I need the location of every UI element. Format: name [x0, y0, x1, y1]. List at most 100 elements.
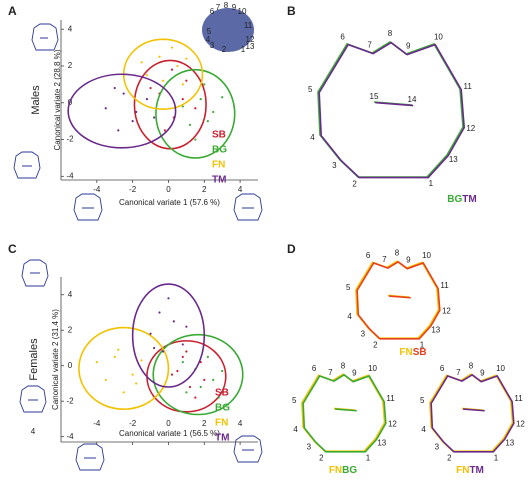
- deformation-icons: [13, 23, 263, 471]
- inset-landmark: 4: [206, 35, 211, 44]
- point: [212, 110, 215, 114]
- point: [104, 378, 107, 382]
- point: [131, 373, 134, 376]
- point: [221, 369, 224, 373]
- x-tick-label: 0: [166, 185, 171, 194]
- landmark-label: 7: [328, 368, 333, 377]
- inset-landmark: 12: [246, 35, 255, 44]
- landmark-label: 8: [395, 248, 400, 257]
- x-tick-label: -2: [129, 419, 137, 428]
- landmark-label: 7: [456, 368, 461, 377]
- point: [188, 123, 192, 126]
- inset-landmark: 3: [210, 41, 215, 50]
- shape-outline: [356, 260, 441, 340]
- point: [145, 97, 149, 101]
- landmark-label: 6: [366, 251, 371, 260]
- landmark-label: 1: [429, 179, 434, 188]
- landmark-label: 12: [442, 307, 451, 316]
- legend-label: SB: [215, 388, 229, 399]
- y-axis-title: Canonical variate 2 (31.4 %): [51, 309, 60, 410]
- landmark-label: 5: [292, 396, 297, 405]
- landmark-label: 13: [431, 326, 440, 335]
- landmark-label: 12: [466, 124, 475, 133]
- x-tick-label: 2: [202, 185, 207, 194]
- point: [199, 97, 202, 101]
- panel-label: C: [8, 242, 17, 256]
- point: [153, 116, 156, 119]
- landmark-label: 1: [494, 453, 499, 462]
- y-tick-label: 0: [68, 361, 73, 370]
- y-tick-label: 2: [68, 325, 73, 334]
- panel-label: A: [8, 4, 17, 18]
- panel-label: D: [287, 242, 296, 256]
- inset-landmark: 7: [216, 3, 221, 12]
- point: [149, 86, 152, 90]
- landmark-label: 4: [347, 312, 352, 321]
- landmark-label: 14: [408, 95, 417, 104]
- x-tick-label: 0: [166, 419, 171, 428]
- point: [203, 83, 206, 86]
- landmark-label: 8: [341, 361, 346, 370]
- point: [117, 129, 120, 132]
- point: [140, 359, 143, 362]
- landmark-label: 5: [308, 85, 313, 94]
- point: [145, 74, 149, 77]
- point: [185, 325, 188, 328]
- icon: [233, 193, 263, 221]
- landmark-label: 13: [377, 439, 386, 448]
- point: [158, 55, 161, 58]
- point: [135, 110, 138, 114]
- landmark-label: 10: [496, 364, 505, 373]
- shape-outline: [318, 41, 466, 179]
- point: [181, 83, 184, 86]
- point: [140, 61, 143, 64]
- point: [188, 385, 192, 389]
- landmark-label: 4: [310, 133, 315, 142]
- icon: [19, 385, 47, 413]
- shape-midline: [335, 408, 357, 412]
- landmark-label: 2: [352, 179, 357, 188]
- landmark-label: 5: [346, 283, 351, 292]
- shape-outline: [317, 41, 464, 178]
- landmark-label: 7: [382, 255, 387, 264]
- inset-landmark: 9: [232, 3, 237, 12]
- point: [135, 382, 138, 385]
- landmark-label: 3: [307, 442, 312, 451]
- x-tick-label: 2: [202, 419, 207, 428]
- legend-label: FN: [399, 347, 412, 358]
- x-tick-label: -4: [93, 419, 101, 428]
- y-tick-label: -4: [66, 432, 74, 441]
- landmark-label: 9: [352, 368, 357, 377]
- point: [199, 385, 202, 389]
- point: [181, 355, 184, 358]
- legend-label: FN: [329, 465, 342, 476]
- landmark-label: 5: [420, 396, 425, 405]
- outline-legend: FNSB: [399, 347, 426, 358]
- point: [163, 129, 166, 132]
- point: [95, 361, 98, 364]
- landmark-label: 8: [469, 361, 474, 370]
- landmark-label: 3: [435, 442, 440, 451]
- legend-label: TM: [469, 465, 483, 476]
- landmark-label: 4: [421, 425, 426, 434]
- outline-legend: FNTM: [456, 465, 484, 476]
- inset-landmark: 8: [224, 1, 229, 10]
- icon: [13, 151, 41, 179]
- point: [104, 107, 107, 110]
- point: [181, 361, 184, 364]
- point: [122, 391, 125, 394]
- x-tick-label: 4: [238, 185, 243, 194]
- landmark-label: 8: [388, 29, 393, 38]
- point: [113, 86, 116, 90]
- x-axis-title: Canonical variate 1 (57.6 %): [119, 198, 220, 207]
- legend-label: TM: [215, 433, 229, 444]
- landmark-label: 2: [319, 454, 324, 463]
- point: [185, 350, 188, 353]
- point: [176, 64, 179, 68]
- landmark-label: 3: [361, 329, 366, 338]
- legend-label: SB: [413, 347, 427, 358]
- confidence-ellipse: [152, 333, 244, 416]
- point: [131, 120, 134, 123]
- point: [185, 57, 188, 60]
- outline-legend: BGTM: [447, 194, 476, 205]
